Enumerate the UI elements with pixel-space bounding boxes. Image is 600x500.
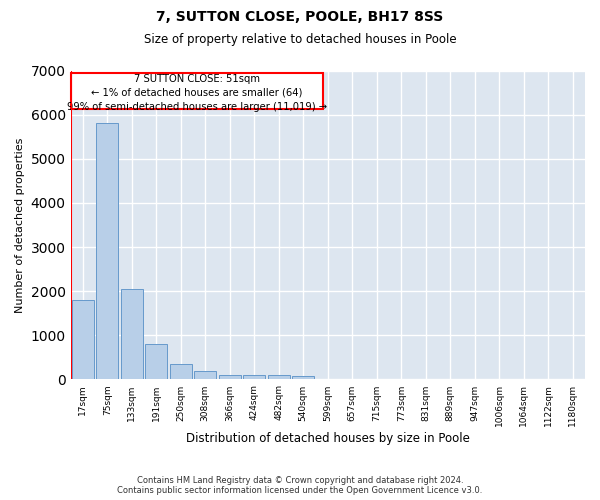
Bar — [243, 375, 265, 380]
Bar — [145, 344, 167, 380]
Text: Contains HM Land Registry data © Crown copyright and database right 2024.
Contai: Contains HM Land Registry data © Crown c… — [118, 476, 482, 495]
FancyBboxPatch shape — [71, 72, 323, 110]
Y-axis label: Number of detached properties: Number of detached properties — [15, 138, 25, 312]
X-axis label: Distribution of detached houses by size in Poole: Distribution of detached houses by size … — [186, 432, 470, 445]
Bar — [72, 300, 94, 380]
Bar — [121, 289, 143, 380]
Bar — [96, 124, 118, 380]
Bar — [194, 372, 217, 380]
Bar — [268, 375, 290, 380]
Text: 7 SUTTON CLOSE: 51sqm
← 1% of detached houses are smaller (64)
99% of semi-detac: 7 SUTTON CLOSE: 51sqm ← 1% of detached h… — [67, 74, 327, 112]
Text: 7, SUTTON CLOSE, POOLE, BH17 8SS: 7, SUTTON CLOSE, POOLE, BH17 8SS — [157, 10, 443, 24]
Bar — [170, 364, 192, 380]
Text: Size of property relative to detached houses in Poole: Size of property relative to detached ho… — [143, 32, 457, 46]
Bar — [219, 374, 241, 380]
Bar — [292, 376, 314, 380]
